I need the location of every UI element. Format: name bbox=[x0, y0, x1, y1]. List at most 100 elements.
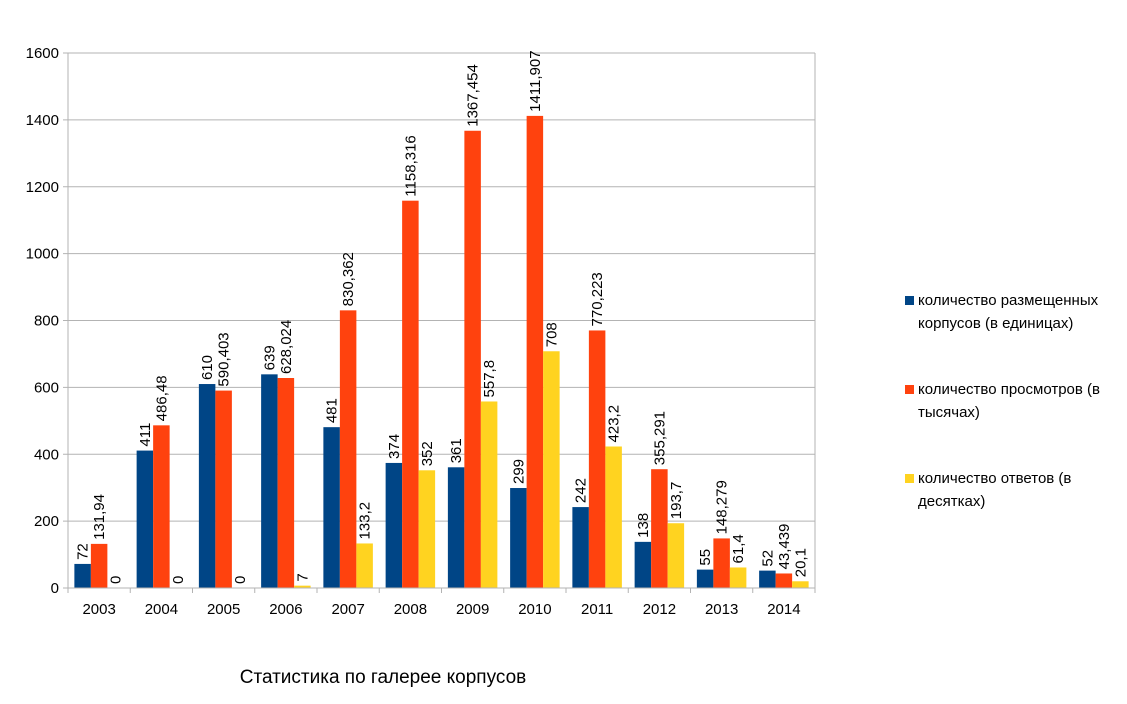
bar-series-3-2007 bbox=[356, 543, 373, 588]
data-label-series-1-2013: 55 bbox=[697, 549, 714, 566]
data-label-series-2-2009: 1367,454 bbox=[465, 64, 482, 127]
data-labels: 72 411 610 639 481 374 361 299 242 138 55 52 131,94 4… bbox=[75, 50, 810, 584]
bar-series-1-2011 bbox=[572, 507, 589, 588]
data-label-series-3-2011: 423,2 bbox=[606, 405, 623, 443]
legend-entry-1: количество размещенных корпусов (в единиц… bbox=[905, 292, 1099, 332]
bar-series-3-2010 bbox=[543, 351, 560, 588]
y-axis: 0 200 400 600 800 1000 1200 1400 1600 bbox=[26, 45, 816, 597]
x-tick-label-2011: 2011 bbox=[581, 601, 613, 618]
data-label-series-3-2005: 0 bbox=[232, 576, 249, 584]
data-label-series-3-2008: 352 bbox=[419, 441, 436, 466]
data-label-series-3-2014: 20,1 bbox=[792, 548, 809, 577]
bar-series-2-2006 bbox=[277, 378, 295, 588]
bar-series-3-2009 bbox=[480, 401, 498, 588]
data-label-series-2-2014: 43,439 bbox=[776, 524, 793, 570]
legend-label: тысячах) bbox=[918, 404, 980, 421]
data-label-series-3-2006: 7 bbox=[294, 573, 311, 581]
data-label-series-1-2011: 242 bbox=[573, 478, 590, 503]
x-tick-label-2010: 2010 bbox=[518, 601, 551, 618]
y-tick-label: 1200 bbox=[26, 179, 59, 196]
bar-series-1-2009 bbox=[447, 467, 465, 588]
bar-series-2-2009 bbox=[464, 130, 481, 588]
y-tick-label: 600 bbox=[34, 379, 59, 396]
legend-label: десятках) bbox=[918, 493, 985, 510]
data-label-series-2-2008: 1158,316 bbox=[402, 135, 419, 196]
data-label-series-2-2006: 628,024 bbox=[278, 320, 295, 374]
data-label-series-2-2005: 590,403 bbox=[216, 332, 233, 386]
data-label-series-3-2007: 133,2 bbox=[357, 502, 374, 540]
data-label-series-2-2012: 355,291 bbox=[651, 411, 668, 465]
data-label-series-3-2012: 193,7 bbox=[668, 482, 685, 520]
bar-series-1-2012 bbox=[634, 541, 652, 588]
bar-series-2-2014 bbox=[775, 573, 793, 588]
legend-label: количество ответов (в bbox=[918, 470, 1071, 487]
legend-swatch bbox=[905, 474, 914, 483]
legend-label: количество размещенных bbox=[918, 292, 1099, 309]
grid-lines bbox=[68, 52, 815, 589]
bar-series-3-2014 bbox=[792, 581, 809, 588]
data-label-series-3-2013: 61,4 bbox=[730, 534, 747, 563]
bar-series-2-2004 bbox=[153, 425, 170, 588]
bar-series-2-2008 bbox=[402, 200, 419, 588]
data-label-series-3-2003: 0 bbox=[108, 576, 125, 584]
bar-series-3-2008 bbox=[418, 470, 436, 588]
bar-series-3-2013 bbox=[729, 567, 747, 588]
bar-series-1-2006 bbox=[261, 374, 278, 588]
y-tick-label: 1600 bbox=[26, 45, 59, 62]
x-tick-label-2009: 2009 bbox=[456, 601, 489, 618]
x-tick-label-2012: 2012 bbox=[643, 601, 676, 618]
data-label-series-1-2006: 639 bbox=[261, 345, 278, 370]
bar-series-2-2005 bbox=[215, 390, 232, 588]
x-tick-label-2006: 2006 bbox=[269, 601, 302, 618]
x-tick-label-2005: 2005 bbox=[207, 601, 240, 618]
legend-entry-2: количество просмотров (в тысячах) bbox=[905, 381, 1100, 421]
legend-swatch bbox=[905, 296, 914, 305]
bar-series-2-2012 bbox=[651, 469, 668, 588]
bar-series-2-2007 bbox=[339, 310, 357, 588]
data-label-series-1-2014: 52 bbox=[759, 550, 776, 567]
bar-series-3-2006 bbox=[294, 585, 311, 588]
legend-label: количество просмотров (в bbox=[918, 381, 1100, 398]
data-label-series-1-2008: 374 bbox=[386, 434, 403, 459]
legend-label: корпусов (в единицах) bbox=[918, 315, 1073, 332]
data-label-series-2-2013: 148,279 bbox=[714, 480, 731, 534]
bar-series-1-2004 bbox=[136, 450, 154, 588]
y-tick-label: 0 bbox=[51, 580, 59, 597]
bar-series-2-2011 bbox=[588, 330, 606, 588]
data-label-series-3-2009: 557,8 bbox=[481, 360, 498, 398]
bar-series-3-2012 bbox=[667, 523, 685, 588]
bar-series-1-2007 bbox=[323, 427, 340, 588]
bar-series-2-2013 bbox=[713, 538, 730, 588]
bar-series-1-2013 bbox=[696, 569, 714, 588]
data-label-series-1-2004: 411 bbox=[137, 423, 154, 447]
data-label-series-1-2012: 138 bbox=[635, 513, 652, 538]
data-label-series-1-2005: 610 bbox=[199, 355, 216, 380]
y-tick-label: 400 bbox=[34, 446, 59, 463]
data-label-series-2-2010: 1411,907 bbox=[527, 50, 544, 111]
data-label-series-2-2003: 131,94 bbox=[91, 494, 108, 540]
y-tick-label: 200 bbox=[34, 513, 59, 530]
bar-marks bbox=[74, 115, 809, 588]
bar-series-1-2014 bbox=[759, 570, 776, 588]
bar-series-1-2008 bbox=[385, 462, 403, 588]
y-tick-label: 1000 bbox=[26, 246, 59, 263]
y-tick-label: 800 bbox=[34, 313, 59, 330]
x-tick-label-2003: 2003 bbox=[82, 601, 115, 618]
y-tick-label: 1400 bbox=[26, 112, 59, 129]
legend: количество размещенных корпусов (в единиц… bbox=[905, 292, 1100, 510]
x-tick-label-2008: 2008 bbox=[394, 601, 427, 618]
data-label-series-2-2011: 770,223 bbox=[589, 272, 606, 326]
x-axis: 2003 2004 2005 2006 2007 2008 2009 2010 2011 2012… bbox=[68, 587, 816, 618]
data-label-series-2-2004: 486,48 bbox=[153, 375, 170, 421]
x-tick-label-2004: 2004 bbox=[145, 601, 178, 618]
x-tick-label-2013: 2013 bbox=[705, 601, 738, 618]
legend-swatch bbox=[905, 385, 914, 394]
bar-series-2-2003 bbox=[90, 543, 108, 588]
x-tick-label-2007: 2007 bbox=[331, 601, 364, 618]
data-label-series-3-2004: 0 bbox=[170, 576, 187, 584]
bar-series-1-2005 bbox=[198, 384, 216, 588]
data-label-series-1-2003: 72 bbox=[75, 543, 92, 560]
data-label-series-2-2007: 830,362 bbox=[340, 252, 357, 306]
bar-series-1-2003 bbox=[74, 563, 91, 588]
